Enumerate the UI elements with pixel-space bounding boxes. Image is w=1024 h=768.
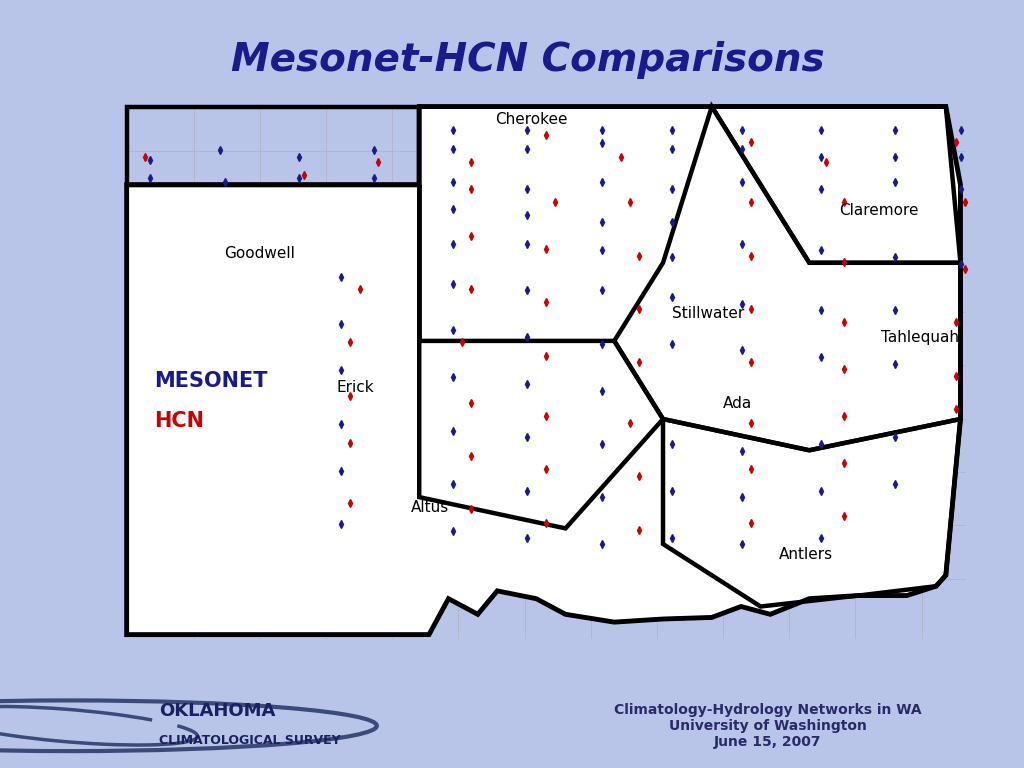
Text: Goodwell: Goodwell	[224, 246, 295, 261]
Text: Cherokee: Cherokee	[495, 112, 567, 127]
Text: Antlers: Antlers	[779, 547, 834, 561]
Text: HCN: HCN	[155, 411, 205, 431]
Text: Altus: Altus	[411, 500, 450, 515]
Text: MESONET: MESONET	[155, 370, 268, 390]
Text: Stillwater: Stillwater	[672, 306, 744, 321]
Text: Claremore: Claremore	[840, 203, 919, 217]
Text: Ada: Ada	[723, 396, 753, 412]
Text: Erick: Erick	[336, 379, 374, 395]
Text: CLIMATOLOGICAL SURVEY: CLIMATOLOGICAL SURVEY	[159, 734, 340, 747]
Polygon shape	[127, 107, 961, 634]
Text: Mesonet-HCN Comparisons: Mesonet-HCN Comparisons	[230, 41, 824, 79]
Text: OKLAHOMA: OKLAHOMA	[159, 701, 275, 720]
Text: Climatology-Hydrology Networks in WA
University of Washington
June 15, 2007: Climatology-Hydrology Networks in WA Uni…	[614, 703, 922, 749]
Text: Tahlequah: Tahlequah	[882, 329, 959, 345]
